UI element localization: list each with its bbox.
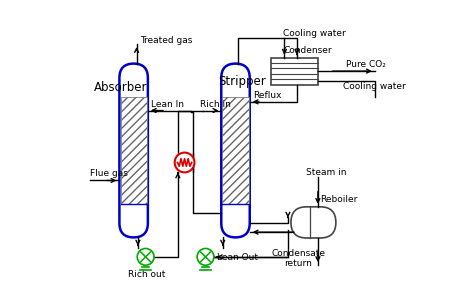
FancyBboxPatch shape xyxy=(119,64,148,237)
FancyBboxPatch shape xyxy=(291,207,336,238)
Text: Reflux: Reflux xyxy=(253,91,281,100)
Text: Cooling water: Cooling water xyxy=(283,29,346,38)
FancyBboxPatch shape xyxy=(221,64,250,237)
Text: Rich out: Rich out xyxy=(128,270,165,279)
Text: Cooling water: Cooling water xyxy=(343,82,406,91)
Circle shape xyxy=(197,248,214,265)
Circle shape xyxy=(137,248,154,265)
Text: Reboiler: Reboiler xyxy=(320,195,357,204)
Text: Absorber: Absorber xyxy=(94,81,147,94)
Bar xyxy=(272,57,318,85)
Text: Stripper: Stripper xyxy=(218,75,266,88)
Bar xyxy=(222,97,248,204)
Text: Treated gas: Treated gas xyxy=(140,36,192,45)
Bar xyxy=(120,97,146,204)
Text: Rich in: Rich in xyxy=(201,100,231,109)
Text: Lean Out: Lean Out xyxy=(217,253,258,262)
Circle shape xyxy=(175,153,194,172)
Text: Pure CO₂: Pure CO₂ xyxy=(346,60,386,69)
Text: Condensate
return: Condensate return xyxy=(272,249,326,268)
Text: Steam in: Steam in xyxy=(306,168,346,177)
Text: Condenser: Condenser xyxy=(283,46,332,55)
Text: Flue gas: Flue gas xyxy=(90,169,128,178)
Text: Lean In: Lean In xyxy=(151,100,184,109)
